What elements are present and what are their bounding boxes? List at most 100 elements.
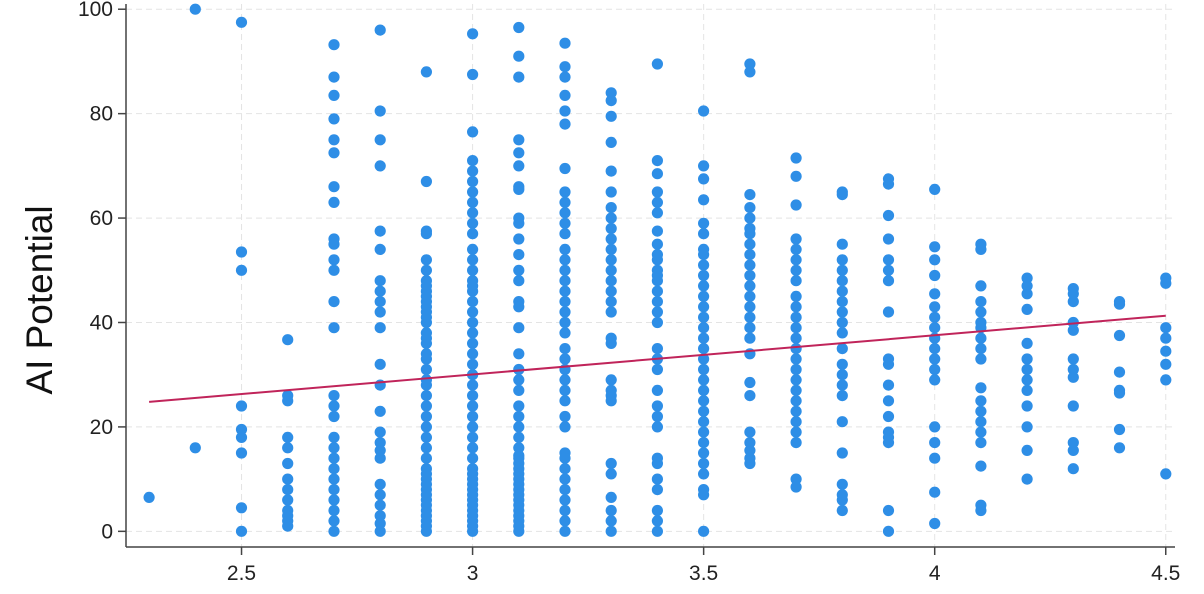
data-point bbox=[559, 228, 571, 240]
data-point bbox=[1113, 366, 1126, 378]
data-point bbox=[744, 249, 756, 261]
data-point bbox=[698, 259, 710, 271]
data-point bbox=[467, 243, 479, 255]
data-point bbox=[836, 296, 848, 308]
data-point bbox=[651, 285, 664, 297]
data-point bbox=[651, 363, 664, 376]
data-point bbox=[605, 222, 617, 235]
data-point bbox=[1067, 437, 1079, 449]
data-point bbox=[605, 254, 617, 266]
data-point bbox=[282, 431, 294, 443]
data-point bbox=[328, 322, 340, 334]
data-point bbox=[374, 517, 386, 530]
data-point bbox=[467, 126, 479, 138]
data-point bbox=[836, 285, 848, 297]
axes bbox=[118, 4, 1175, 555]
data-point bbox=[605, 212, 617, 224]
data-points bbox=[143, 3, 1172, 537]
data-point bbox=[559, 207, 571, 219]
data-point bbox=[559, 353, 571, 365]
data-point bbox=[467, 296, 479, 308]
data-point bbox=[282, 334, 294, 346]
data-point bbox=[559, 494, 571, 506]
data-point bbox=[929, 486, 941, 498]
data-point bbox=[698, 447, 710, 459]
data-point bbox=[328, 473, 340, 485]
data-point bbox=[790, 384, 802, 396]
data-point bbox=[651, 384, 664, 396]
data-point bbox=[836, 238, 848, 250]
data-point bbox=[513, 442, 525, 454]
data-point bbox=[559, 484, 571, 496]
data-point bbox=[605, 525, 617, 537]
data-point bbox=[744, 390, 756, 402]
data-point bbox=[420, 421, 432, 433]
data-point bbox=[374, 525, 386, 537]
data-point bbox=[467, 264, 479, 276]
data-point bbox=[790, 332, 802, 344]
data-point bbox=[605, 374, 617, 386]
data-point bbox=[744, 238, 756, 250]
data-point bbox=[513, 160, 525, 172]
data-point bbox=[420, 254, 432, 266]
data-point bbox=[513, 134, 525, 146]
data-point bbox=[374, 285, 386, 297]
data-point bbox=[559, 89, 571, 101]
data-point bbox=[374, 306, 386, 318]
data-point bbox=[513, 71, 525, 83]
data-point bbox=[975, 296, 987, 308]
data-point bbox=[513, 217, 525, 229]
data-point bbox=[374, 444, 386, 456]
data-point bbox=[698, 457, 710, 470]
data-point bbox=[698, 301, 710, 313]
data-point bbox=[651, 316, 664, 329]
data-point bbox=[975, 437, 987, 449]
data-point bbox=[605, 457, 617, 470]
data-point bbox=[374, 24, 386, 36]
data-point bbox=[790, 290, 802, 302]
data-point bbox=[467, 254, 479, 266]
y-tick-label: 60 bbox=[90, 207, 113, 230]
data-point bbox=[1021, 421, 1033, 433]
data-point bbox=[328, 410, 340, 423]
data-point bbox=[836, 478, 848, 490]
data-point bbox=[744, 66, 756, 78]
data-point bbox=[882, 395, 895, 407]
data-point bbox=[929, 353, 941, 365]
data-point bbox=[1113, 387, 1126, 399]
data-point bbox=[975, 395, 987, 407]
data-point bbox=[420, 410, 432, 423]
data-point bbox=[790, 254, 802, 266]
data-point bbox=[651, 504, 664, 517]
data-point bbox=[467, 155, 479, 167]
data-point bbox=[698, 437, 710, 449]
data-point bbox=[605, 504, 617, 517]
data-point bbox=[698, 489, 710, 501]
data-point bbox=[698, 343, 710, 355]
data-point bbox=[282, 520, 294, 532]
data-point bbox=[929, 311, 941, 323]
data-point bbox=[420, 353, 432, 365]
data-point bbox=[698, 217, 710, 229]
data-point bbox=[744, 311, 756, 323]
data-point bbox=[467, 390, 479, 402]
data-point bbox=[467, 316, 479, 329]
data-point bbox=[467, 525, 479, 537]
data-point bbox=[513, 50, 525, 62]
data-point bbox=[651, 306, 664, 318]
data-point bbox=[559, 37, 571, 49]
data-point bbox=[651, 196, 664, 208]
data-point bbox=[1067, 316, 1079, 329]
data-point bbox=[282, 442, 294, 454]
data-point bbox=[513, 147, 525, 159]
data-point bbox=[698, 105, 710, 117]
data-point bbox=[1113, 298, 1126, 310]
data-point bbox=[790, 343, 802, 355]
data-point bbox=[605, 468, 617, 480]
data-point bbox=[605, 165, 617, 177]
data-point bbox=[698, 395, 710, 407]
data-point bbox=[420, 363, 432, 376]
data-point bbox=[698, 353, 710, 365]
data-point bbox=[698, 290, 710, 302]
data-point bbox=[651, 275, 664, 287]
